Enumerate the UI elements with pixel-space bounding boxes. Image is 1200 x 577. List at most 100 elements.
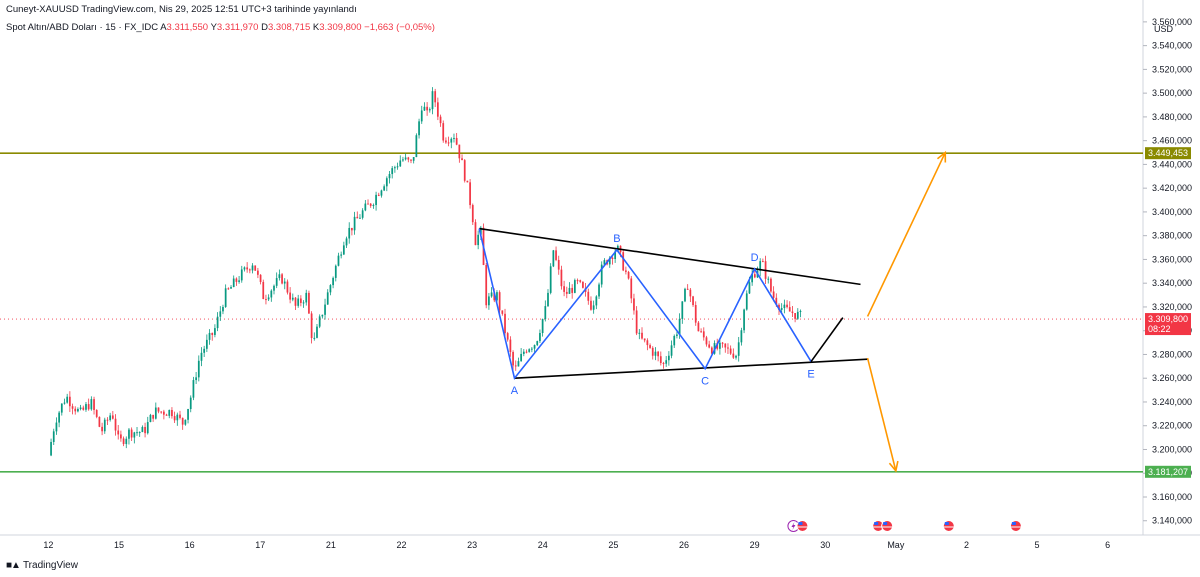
candle-body <box>458 144 461 159</box>
candle-body <box>697 322 700 332</box>
candle-body <box>50 441 52 456</box>
candle-body <box>450 138 453 143</box>
candle-body <box>536 341 539 346</box>
candle-body <box>291 297 294 300</box>
us-flag-icon-canton <box>1011 522 1016 525</box>
candle-body <box>302 302 305 304</box>
candle-body <box>329 285 332 293</box>
candle-body <box>684 288 686 302</box>
candle-body <box>775 297 778 305</box>
candle-body <box>109 415 112 421</box>
candle-body <box>200 352 203 361</box>
candle-body <box>251 265 254 271</box>
candle-body <box>219 311 222 317</box>
candle-body <box>533 345 536 349</box>
candle-body <box>506 333 509 340</box>
candle-body <box>316 326 318 338</box>
candle-body <box>157 407 160 412</box>
candle-body <box>654 351 657 356</box>
candle-body <box>549 266 552 293</box>
candle-body <box>297 298 300 306</box>
candle-body <box>216 316 219 329</box>
resistance-label-bg <box>1145 147 1191 160</box>
candle-body <box>230 287 232 289</box>
candle-body <box>517 361 520 367</box>
candle-body <box>321 314 324 317</box>
candle-body <box>461 158 463 161</box>
y-tick-label: 3.140,000 <box>1152 516 1192 526</box>
candle-body <box>496 292 498 301</box>
candle-body <box>396 166 399 168</box>
candle-body <box>786 304 788 308</box>
candle-body <box>531 348 533 350</box>
projection-up-arrow-head <box>936 150 947 163</box>
candle-body <box>423 106 426 111</box>
candle-body <box>125 438 128 445</box>
candle-body <box>235 278 238 282</box>
candle-body <box>611 257 614 260</box>
candle-body <box>383 186 386 191</box>
close-value: 3.309,800 <box>319 22 362 33</box>
candle-body <box>103 419 106 432</box>
candle-body <box>270 290 273 298</box>
wave-label-a: A <box>511 385 519 397</box>
candle-body <box>337 255 340 266</box>
candle-body <box>192 380 195 398</box>
candle-body <box>246 267 249 270</box>
candle-body <box>243 267 246 270</box>
candle-body <box>267 297 270 300</box>
triangle-lower-line <box>514 358 868 380</box>
candle-body <box>385 178 388 187</box>
candle-body <box>120 434 122 439</box>
candle-body <box>678 318 681 335</box>
candle-body <box>643 338 646 341</box>
candle-body <box>608 257 611 265</box>
candle-body <box>514 365 517 367</box>
candle-body <box>82 407 85 410</box>
candle-body <box>388 174 391 179</box>
x-tick-label: 22 <box>396 540 406 550</box>
candle-body <box>154 407 157 419</box>
x-tick-label: 23 <box>467 540 477 550</box>
candle-body <box>442 123 445 141</box>
candle-body <box>418 121 420 136</box>
candle-body <box>106 419 109 421</box>
candle-body <box>676 334 678 336</box>
triangle-upper-line <box>479 227 861 286</box>
candle-body <box>87 404 90 410</box>
x-tick-label: 29 <box>750 540 760 550</box>
candle-body <box>399 160 402 167</box>
candle-body <box>184 419 187 425</box>
candle-body <box>627 271 630 279</box>
candle-body <box>286 281 289 293</box>
candle-body <box>122 438 125 445</box>
candle-body <box>257 270 259 275</box>
candle-body <box>431 91 434 110</box>
candle-body <box>455 137 458 145</box>
candle-body <box>299 298 302 303</box>
candle-body <box>625 270 627 272</box>
candle-body <box>173 416 176 421</box>
candle-body <box>254 265 257 271</box>
candle-body <box>262 281 265 300</box>
x-tick-label: 15 <box>114 540 124 550</box>
y-tick-label: 3.560,000 <box>1152 17 1192 27</box>
candle-body <box>353 216 356 231</box>
candle-body <box>740 330 743 343</box>
candle-body <box>68 396 71 407</box>
candle-body <box>359 217 361 219</box>
candle-body <box>595 296 598 306</box>
candle-body <box>240 269 243 281</box>
candle-body <box>447 142 450 144</box>
candle-body <box>490 292 493 297</box>
x-tick-label: 2 <box>964 540 969 550</box>
candle-body <box>232 278 235 288</box>
current-price-bg <box>1145 313 1191 336</box>
candle-body <box>748 282 751 294</box>
candle-body <box>326 292 329 305</box>
candle-body <box>77 408 79 412</box>
candle-body <box>340 254 343 256</box>
candle-body <box>474 222 477 246</box>
candle-body <box>133 432 136 438</box>
